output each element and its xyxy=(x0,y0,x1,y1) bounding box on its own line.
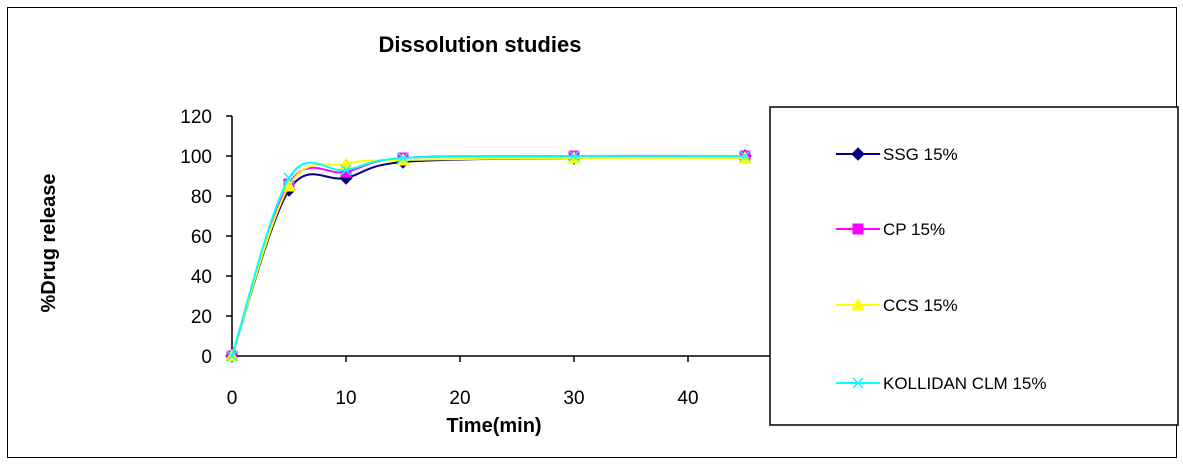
y-tick-label: 80 xyxy=(191,187,212,208)
legend-label: KOLLIDAN CLM 15% xyxy=(883,374,1046,393)
legend-marker xyxy=(851,297,865,311)
x-tick-label: 20 xyxy=(449,388,470,409)
data-point xyxy=(396,152,410,166)
series-line-2 xyxy=(231,154,746,357)
y-tick-label: 0 xyxy=(201,347,212,368)
x-ticks: 0 10 20 30 40 xyxy=(227,356,699,409)
series-line-1 xyxy=(231,155,746,357)
series-line-4 xyxy=(231,154,746,357)
legend-box xyxy=(769,106,1179,426)
series-layer xyxy=(225,149,752,363)
data-point xyxy=(340,164,352,176)
plot-area: 0 20 40 60 80 100 120 0 10 20 30 40 xyxy=(180,107,770,409)
x-axis-title: Time(min) xyxy=(446,415,541,437)
x-tick-label: 10 xyxy=(335,388,356,409)
legend-label: CCS 15% xyxy=(883,296,958,315)
data-point xyxy=(226,350,238,362)
x-tick-label: 30 xyxy=(563,388,584,409)
data-point xyxy=(739,150,751,162)
y-tick-label: 120 xyxy=(180,107,212,128)
y-ticks: 0 20 40 60 80 100 120 xyxy=(180,107,232,368)
x-tick-label: 0 xyxy=(227,388,238,409)
series-line-3 xyxy=(231,156,746,357)
y-tick-label: 100 xyxy=(180,147,212,168)
data-point xyxy=(567,150,581,164)
legend-item: CCS 15% xyxy=(836,296,958,315)
legend-marker xyxy=(851,147,865,161)
legend-item: KOLLIDAN CLM 15% xyxy=(836,374,1046,393)
legend-label: SSG 15% xyxy=(883,145,958,164)
y-tick-label: 40 xyxy=(191,267,212,288)
chart-title: Dissolution studies xyxy=(379,32,582,57)
data-point xyxy=(738,150,752,164)
y-tick-label: 60 xyxy=(191,227,212,248)
x-tick-label: 40 xyxy=(677,388,698,409)
legend-marker xyxy=(852,223,864,235)
y-axis-title: %Drug release xyxy=(38,174,60,313)
data-point xyxy=(283,172,295,184)
legend: SSG 15% CP 15% CCS 15% KOLLIDAN CLM 15% xyxy=(769,106,1179,426)
legend-item: SSG 15% xyxy=(836,145,958,164)
data-point xyxy=(397,152,409,164)
y-tick-label: 20 xyxy=(191,307,212,328)
legend-marker xyxy=(852,377,864,389)
legend-items: SSG 15% CP 15% CCS 15% KOLLIDAN CLM 15% xyxy=(836,145,1046,393)
legend-label: CP 15% xyxy=(883,220,945,239)
legend-item: CP 15% xyxy=(836,220,945,239)
data-point xyxy=(568,150,580,162)
